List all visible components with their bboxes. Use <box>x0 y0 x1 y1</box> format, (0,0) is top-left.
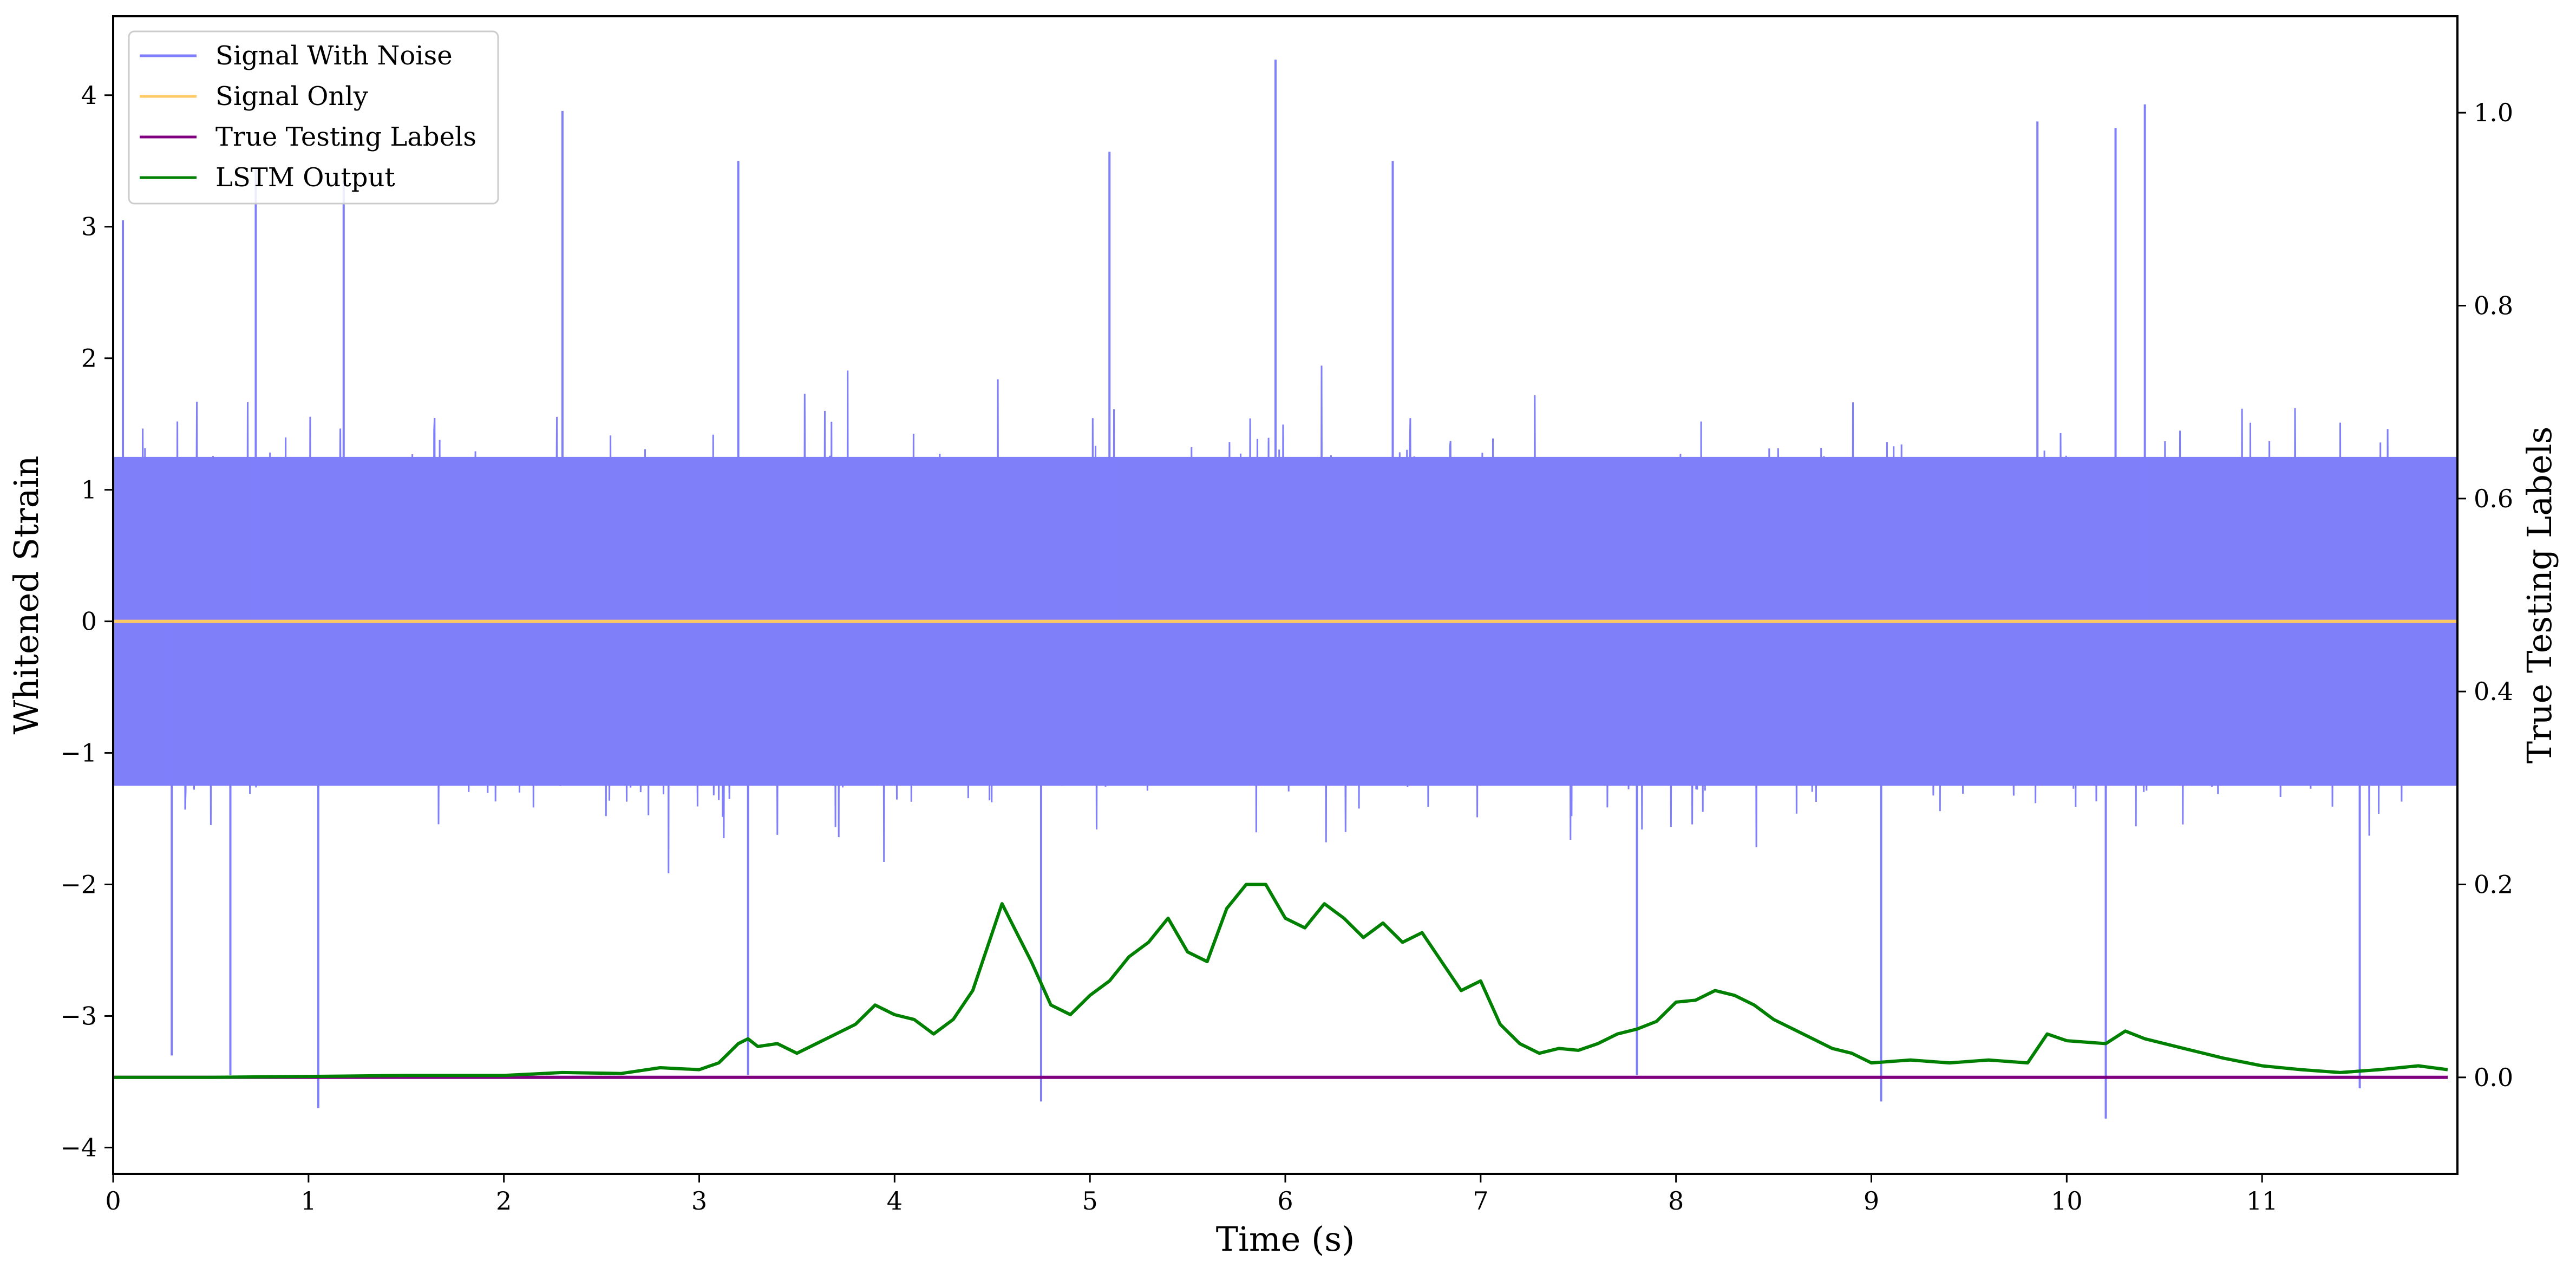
y2-tick-label: 0.0 <box>2474 1063 2513 1092</box>
y-axis-left: −4 −3 −2 −1 0 1 2 3 4 <box>60 81 113 1162</box>
legend-box <box>128 30 499 205</box>
x-tick-label: 0 <box>105 1186 121 1216</box>
y-tick-label: −4 <box>60 1133 97 1162</box>
legend-label-lstm-output: LSTM Output <box>215 162 395 193</box>
y-axis-title: Whitened Strain <box>6 456 46 735</box>
legend-label-signal-with-noise: Signal With Noise <box>215 41 453 71</box>
y2-tick-label: 1.0 <box>2474 98 2513 127</box>
x-axis-title: Time (s) <box>1216 1219 1355 1259</box>
y2-axis-title: True Testing Labels <box>2520 427 2559 764</box>
series-lstm-output <box>113 883 2448 1079</box>
y-tick-label: 0 <box>81 607 97 636</box>
legend: Signal With Noise Signal Only True Testi… <box>128 30 499 205</box>
y-tick-label: −1 <box>60 739 97 768</box>
x-tick-label: 7 <box>1473 1186 1488 1216</box>
x-tick-label: 8 <box>1668 1186 1684 1216</box>
y-tick-label: 3 <box>81 212 97 241</box>
y-tick-label: −2 <box>60 870 97 899</box>
y-tick-label: −3 <box>60 1001 97 1030</box>
x-tick-label: 10 <box>2051 1186 2083 1216</box>
legend-label-signal-only: Signal Only <box>215 81 368 112</box>
y-axis-right: 0.0 0.2 0.4 0.6 0.8 1.0 <box>2457 98 2513 1092</box>
series-layer <box>113 60 2457 1119</box>
y2-tick-label: 0.4 <box>2474 677 2513 706</box>
x-tick-label: 2 <box>496 1186 512 1216</box>
y-tick-label: 2 <box>81 344 97 373</box>
x-tick-label: 9 <box>1864 1186 1879 1216</box>
x-axis: 0 1 2 3 4 5 6 7 8 9 10 11 <box>105 1174 2278 1216</box>
x-tick-label: 1 <box>300 1186 316 1216</box>
x-tick-label: 6 <box>1277 1186 1293 1216</box>
x-tick-label: 11 <box>2246 1186 2278 1216</box>
x-tick-label: 5 <box>1082 1186 1098 1216</box>
y2-tick-label: 0.8 <box>2474 291 2513 321</box>
y-tick-label: 4 <box>81 81 97 110</box>
legend-label-true-testing-labels: True Testing Labels <box>215 122 476 152</box>
y-tick-label: 1 <box>81 475 97 505</box>
x-tick-label: 3 <box>691 1186 707 1216</box>
y2-tick-label: 0.6 <box>2474 484 2513 513</box>
y2-tick-label: 0.2 <box>2474 870 2513 899</box>
x-tick-label: 4 <box>887 1186 903 1216</box>
